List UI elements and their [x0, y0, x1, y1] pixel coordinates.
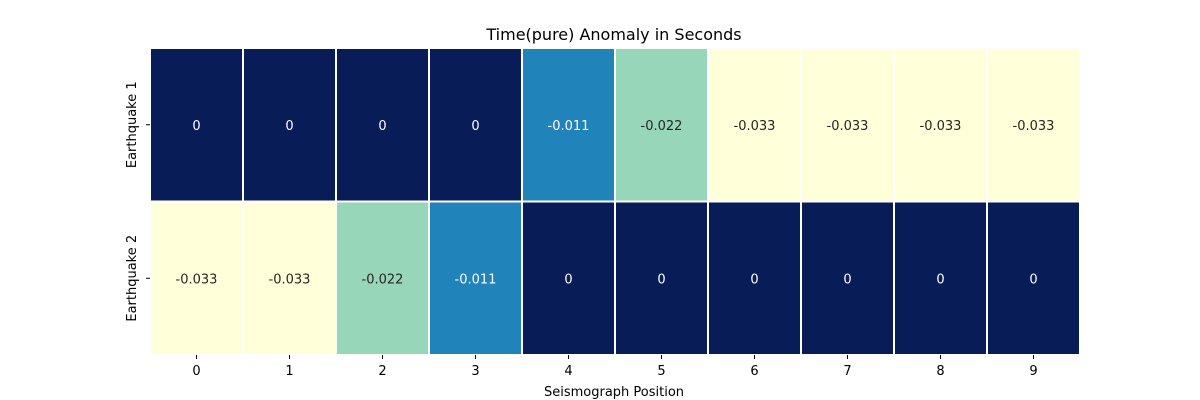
x-tick-label: 8: [936, 364, 944, 379]
cell-value-label: 0: [750, 272, 758, 287]
heatmap-cell: [707, 200, 802, 356]
heatmap-cell: [800, 200, 895, 356]
cell-value-label: 0: [843, 272, 851, 287]
x-tick-label: 7: [843, 364, 851, 379]
cell-value-label: -0.011: [455, 272, 497, 287]
heatmap-cell: [986, 47, 1081, 203]
x-tick-label: 1: [285, 364, 293, 379]
heatmap-cell: [986, 200, 1081, 356]
heatmap-cell: [893, 200, 988, 356]
cell-value-label: -0.022: [362, 272, 404, 287]
heatmap-cell: [149, 47, 244, 203]
heatmap-cell: [800, 47, 895, 203]
x-tick-label: 3: [471, 364, 479, 379]
cell-value-label: 0: [285, 119, 293, 134]
y-tick-label: Earthquake 1: [125, 81, 140, 168]
cell-value-label: -0.033: [1013, 119, 1055, 134]
heatmap-cell: [335, 47, 430, 203]
x-tick-label: 9: [1029, 364, 1037, 379]
heatmap-cell: [242, 200, 337, 356]
cell-value-label: -0.033: [269, 272, 311, 287]
x-tick-label: 6: [750, 364, 758, 379]
heatmap-cell: [614, 47, 709, 203]
cell-value-label: 0: [378, 119, 386, 134]
cell-value-label: 0: [471, 119, 479, 134]
cell-value-label: -0.033: [827, 119, 869, 134]
cell-value-label: 0: [1029, 272, 1037, 287]
y-axis-ticks: Earthquake 1 Earthquake 2: [125, 81, 150, 322]
cell-value-label: 0: [657, 272, 665, 287]
cell-value-label: 0: [192, 119, 200, 134]
cell-value-label: -0.022: [641, 119, 683, 134]
cell-value-label: 0: [936, 272, 944, 287]
cell-value-label: -0.033: [176, 272, 218, 287]
heatmap-cells: 0 0 0 0 -0.011 -0.022 -0.033 -0.033 -0.033 -0.033…: [149, 47, 1081, 356]
chart-title: Time(pure) Anomaly in Seconds: [485, 25, 741, 44]
x-axis-label: Seismograph Position: [544, 385, 684, 400]
cell-value-label: -0.033: [734, 119, 776, 134]
heatmap-cell: [614, 200, 709, 356]
x-tick-label: 2: [378, 364, 386, 379]
x-tick-label: 5: [657, 364, 665, 379]
heatmap-cell: [242, 47, 337, 203]
x-tick-label: 0: [192, 364, 200, 379]
cell-value-label: -0.033: [920, 119, 962, 134]
y-tick-label: Earthquake 2: [125, 235, 140, 322]
x-tick-label: 4: [564, 364, 572, 379]
heatmap-cell: [428, 200, 523, 356]
cell-value-label: 0: [564, 272, 572, 287]
x-axis-ticks: 0 1 2 3 4 5 6 7 8 9: [192, 355, 1038, 379]
cell-value-label: -0.011: [548, 119, 590, 134]
